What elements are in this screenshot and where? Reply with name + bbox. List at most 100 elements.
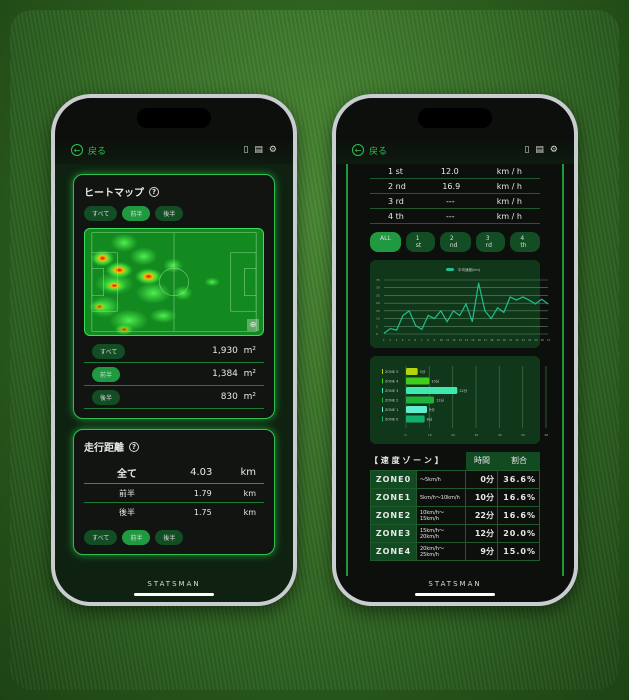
line-point [541, 298, 543, 300]
x-tick: 13 [459, 338, 463, 342]
scoreboard-icon[interactable]: ▤ [535, 145, 544, 155]
x-tick: 1 [383, 338, 385, 342]
x-tick: 50 [521, 433, 525, 437]
period-speed-row: 3 rd --- km / h [370, 194, 540, 209]
speed-value: 16.9 [442, 181, 461, 191]
row-label[interactable]: 後半 [92, 389, 121, 405]
line-point [440, 310, 442, 312]
filter-2nd[interactable]: 2 nd [439, 232, 471, 252]
x-tick: 10 [440, 338, 444, 342]
help-icon[interactable]: ? [129, 441, 139, 452]
period-filters: ALL 1 st 2 nd 3 rd 4 th [370, 232, 540, 252]
area-row: すべて 1,930 m² [84, 340, 264, 363]
help-icon[interactable]: ? [149, 186, 159, 197]
x-tick: 6 [415, 338, 417, 342]
x-tick: 40 [498, 433, 502, 437]
dynamic-island [418, 108, 492, 128]
home-indicator [134, 593, 214, 596]
zone-name: ZONE1 [370, 488, 417, 507]
filter-3rd[interactable]: 3 rd [475, 232, 506, 252]
filter-second-half[interactable]: 後半 [155, 206, 184, 221]
zone-range: 5km/h〜10km/h [416, 488, 466, 507]
line-point [446, 321, 448, 323]
filter-first-half[interactable]: 前半 [122, 530, 151, 545]
x-tick: 23 [522, 338, 526, 342]
zone-ratio: 20.0% [497, 524, 540, 543]
x-tick: 15 [471, 338, 475, 342]
zone-range: 15km/h〜20km/h [416, 524, 466, 543]
legend-label: 平均速度(km) [458, 267, 481, 272]
zone-marker [382, 388, 383, 393]
speed-period: 4 th [388, 211, 404, 221]
line-point [396, 329, 398, 331]
back-button[interactable]: ← 戻る [352, 144, 387, 157]
x-tick: 9 [433, 338, 435, 342]
gear-icon[interactable]: ⚙ [549, 145, 558, 155]
avg-speed-line [383, 282, 549, 334]
line-point [478, 282, 480, 284]
zone-marker [382, 369, 383, 374]
x-tick: 7 [421, 338, 423, 342]
zone-bar [406, 377, 430, 385]
brand-logo: STATSMAN [428, 580, 482, 588]
x-tick: 26 [541, 338, 545, 342]
zone-bar [406, 415, 425, 423]
speed-value: --- [445, 211, 455, 221]
line-point [434, 318, 435, 319]
x-tick: 17 [484, 338, 488, 342]
x-tick: 19 [497, 338, 501, 342]
x-tick: 24 [528, 338, 532, 342]
x-tick: 16 [478, 338, 482, 342]
avg-speed-line-chart: 平均速度(km) 0 5 10 15 20 25 30 35 1 2 3 4 5 6 7 8 9 10 11 12 13 1… [370, 260, 551, 348]
line-point [402, 315, 404, 316]
x-tick: 14 [465, 338, 469, 342]
zone-range: 10km/h〜15km/h [416, 506, 466, 525]
bar-category: ZONE 0 [385, 418, 398, 422]
x-tick: 20 [503, 338, 507, 342]
row-label[interactable]: 前半 [92, 366, 121, 382]
bar-label: 9分 [429, 407, 435, 412]
y-tick: 0 [376, 332, 378, 336]
x-tick: 4 [402, 338, 404, 342]
distance-panel: 走行距離? 全て 4.03 km 前半 1.79 km 後半 1.75 km すべて 前半 … [73, 429, 275, 555]
bar-category: ZONE 4 [385, 380, 399, 384]
filter-second-half[interactable]: 後半 [155, 530, 184, 545]
x-tick: 30 [475, 433, 479, 437]
zone-row: ZONE1 5km/h〜10km/h 10分 16.6% [370, 488, 540, 507]
bar-category: ZONE 1 [385, 408, 398, 412]
home-indicator [415, 593, 495, 596]
x-tick: 12 [452, 338, 456, 342]
back-button[interactable]: ← 戻る [71, 144, 106, 157]
zone-marker [382, 378, 383, 384]
zoom-in-icon[interactable]: ⊕ [247, 319, 259, 331]
filter-all[interactable]: すべて [84, 530, 118, 545]
line-point [415, 325, 416, 326]
filter-1st[interactable]: 1 st [405, 232, 435, 252]
line-point [421, 328, 423, 330]
row-label[interactable]: すべて [92, 343, 126, 359]
filter-4th[interactable]: 4 th [510, 232, 540, 252]
zone-row: ZONE2 10km/h〜15km/h 22分 16.6% [370, 506, 540, 525]
line-point [522, 296, 524, 298]
x-tick: 60 [545, 433, 549, 437]
filter-first-half[interactable]: 前半 [122, 206, 151, 221]
x-tick: 27 [547, 338, 551, 342]
zone-table: ZONE0 〜5km/h 0分 36.6% ZONE1 5km/h〜10km/h 10分 16… [370, 470, 540, 561]
phone-icon[interactable]: ▯ [243, 145, 249, 155]
phone-icon[interactable]: ▯ [524, 145, 530, 155]
dynamic-island [137, 108, 211, 128]
filter-all[interactable]: すべて [84, 206, 118, 221]
x-tick: 2 [389, 338, 391, 342]
zone-bar [406, 387, 458, 394]
line-point [534, 303, 536, 305]
scoreboard-icon[interactable]: ▤ [254, 145, 263, 155]
bar-label: 22分 [459, 388, 467, 393]
distance-row: 全て 4.03 km [84, 461, 264, 484]
x-tick: 11 [446, 338, 450, 342]
speed-period: 1 st [388, 166, 403, 176]
x-tick: 10 [428, 433, 432, 437]
line-point [516, 299, 517, 301]
filter-ALL[interactable]: ALL [370, 232, 401, 252]
gear-icon[interactable]: ⚙ [268, 145, 277, 155]
